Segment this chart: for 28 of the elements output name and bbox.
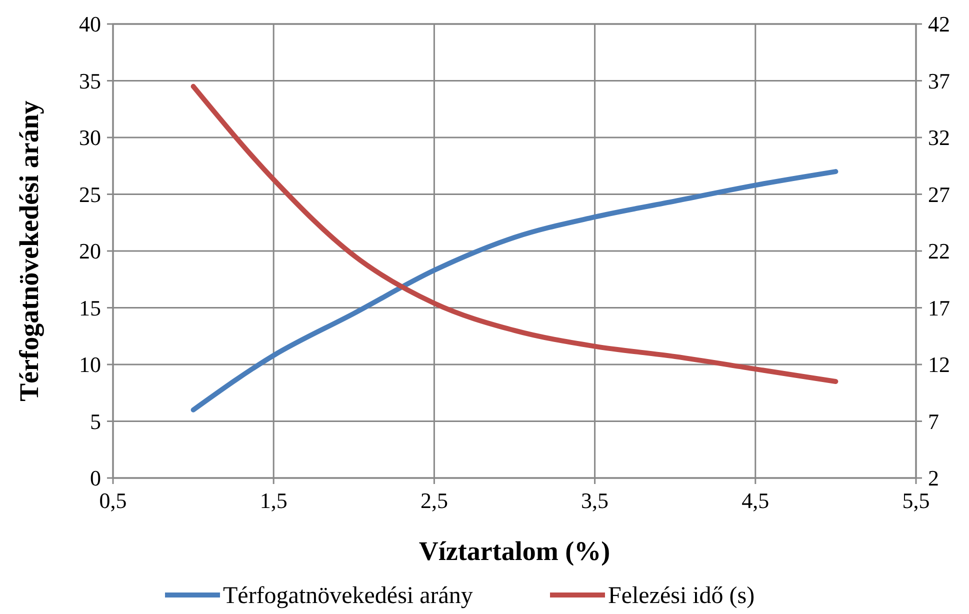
legend-label: Felezési idő (s) xyxy=(608,583,755,609)
y2-tick-label: 37 xyxy=(928,68,950,94)
x-tick-label: 1,5 xyxy=(260,488,288,513)
y2-tick-label: 17 xyxy=(928,295,950,320)
x-axis-title: Víztartalom (%) xyxy=(418,536,610,566)
y2-tick-label: 7 xyxy=(928,408,939,434)
y-tick-label: 5 xyxy=(90,408,101,434)
y-tick-label: 0 xyxy=(90,466,101,491)
y-tick-label: 10 xyxy=(79,352,101,378)
y-axis-title: Térfogatnövekedési arány xyxy=(14,100,44,402)
y2-tick-label: 27 xyxy=(928,182,950,207)
y-tick-label: 25 xyxy=(79,182,101,207)
y-tick-label: 30 xyxy=(79,125,101,150)
x-tick-label: 5,5 xyxy=(902,488,930,513)
y-tick-label: 15 xyxy=(79,295,101,320)
x-tick-label: 2,5 xyxy=(420,488,448,513)
x-tick-label: 3,5 xyxy=(581,488,609,513)
y-tick-label: 35 xyxy=(79,68,101,94)
y2-tick-label: 12 xyxy=(928,352,950,378)
y2-tick-label: 42 xyxy=(928,12,950,37)
y-tick-label: 20 xyxy=(79,238,101,264)
y2-tick-label: 22 xyxy=(928,238,950,264)
x-tick-label: 0,5 xyxy=(99,488,127,513)
legend-label: Térfogatnövekedési arány xyxy=(223,583,473,609)
x-tick-label: 4,5 xyxy=(742,488,770,513)
y2-tick-label: 2 xyxy=(928,466,939,491)
y-tick-label: 40 xyxy=(79,12,101,37)
y2-tick-label: 32 xyxy=(928,125,950,150)
